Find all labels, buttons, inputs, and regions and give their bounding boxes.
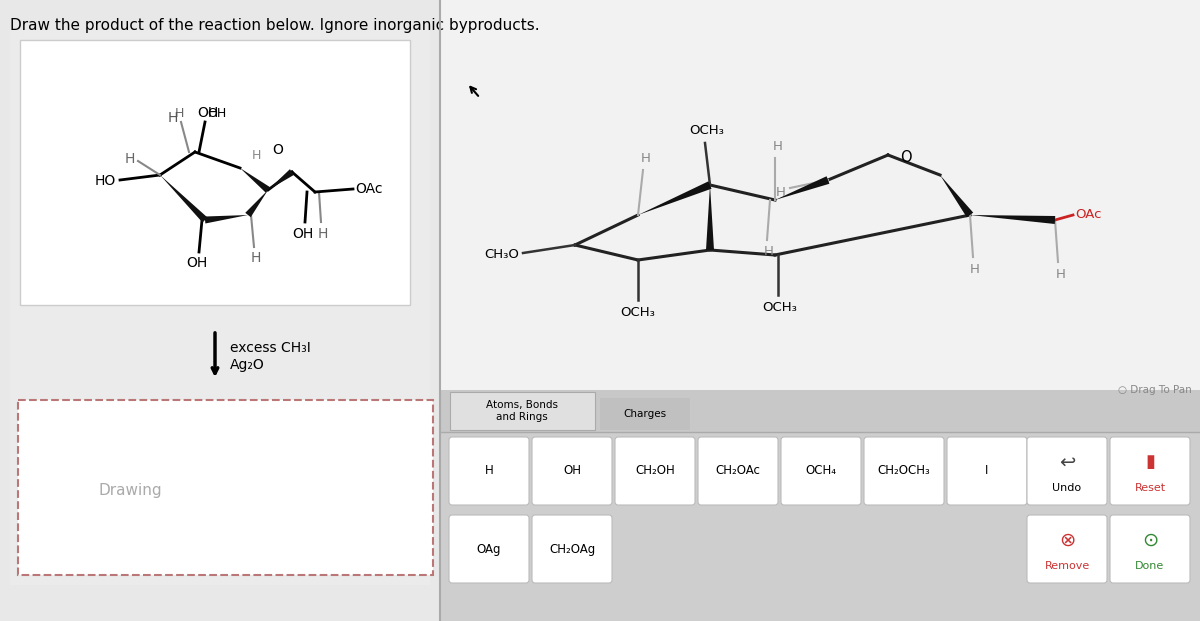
Text: H: H (318, 227, 328, 241)
Polygon shape (204, 215, 248, 224)
FancyBboxPatch shape (600, 398, 690, 430)
Text: H: H (641, 152, 650, 165)
Text: Ag₂O: Ag₂O (230, 358, 265, 372)
Text: OCH₃: OCH₃ (620, 306, 655, 319)
FancyBboxPatch shape (1027, 437, 1108, 505)
Text: OAc: OAc (355, 182, 383, 196)
Polygon shape (775, 176, 829, 200)
FancyBboxPatch shape (947, 437, 1027, 505)
Text: O: O (900, 150, 912, 165)
Text: Reset: Reset (1134, 483, 1165, 493)
Text: OCH₄: OCH₄ (805, 465, 836, 478)
Text: ○ Drag To Pan: ○ Drag To Pan (1118, 385, 1192, 395)
Text: OCH₃: OCH₃ (762, 301, 798, 314)
Text: H: H (970, 263, 980, 276)
Text: H: H (251, 149, 260, 162)
Text: ↩: ↩ (1058, 453, 1075, 471)
FancyBboxPatch shape (616, 437, 695, 505)
FancyBboxPatch shape (1110, 515, 1190, 583)
Text: OCH₃: OCH₃ (690, 124, 725, 137)
Text: H: H (485, 465, 493, 478)
Text: H: H (125, 152, 134, 166)
Text: Draw the product of the reaction below. Ignore inorganic byproducts.: Draw the product of the reaction below. … (10, 18, 540, 33)
Text: H: H (251, 251, 262, 265)
Text: CH₂OCH₃: CH₂OCH₃ (877, 465, 930, 478)
Text: excess CH₃I: excess CH₃I (230, 341, 311, 355)
FancyBboxPatch shape (10, 30, 430, 585)
Polygon shape (706, 185, 714, 250)
Text: OH: OH (208, 107, 227, 120)
Text: Drawing: Drawing (98, 483, 162, 497)
Text: Undo: Undo (1052, 483, 1081, 493)
FancyBboxPatch shape (450, 392, 595, 430)
Text: CH₃O: CH₃O (484, 248, 520, 261)
Text: HO: HO (95, 174, 116, 188)
Text: CH₂OH: CH₂OH (635, 465, 674, 478)
FancyBboxPatch shape (698, 437, 778, 505)
Text: Remove: Remove (1044, 561, 1090, 571)
Text: OH: OH (186, 256, 208, 270)
Text: H: H (764, 245, 774, 258)
FancyBboxPatch shape (449, 437, 529, 505)
Polygon shape (160, 175, 208, 222)
FancyBboxPatch shape (532, 437, 612, 505)
Text: ⊗: ⊗ (1058, 530, 1075, 550)
Polygon shape (268, 169, 294, 190)
Text: H: H (776, 186, 786, 199)
FancyBboxPatch shape (440, 390, 1200, 432)
FancyBboxPatch shape (18, 400, 433, 575)
Text: CH₂OAg: CH₂OAg (548, 543, 595, 556)
FancyBboxPatch shape (440, 0, 1200, 621)
FancyBboxPatch shape (1027, 515, 1108, 583)
Text: CH₂OAc: CH₂OAc (715, 465, 761, 478)
Text: H: H (174, 107, 184, 120)
Text: OH: OH (293, 227, 313, 241)
Text: OAc: OAc (1075, 207, 1102, 220)
Text: Atoms, Bonds
and Rings: Atoms, Bonds and Rings (486, 400, 558, 422)
Text: OH: OH (197, 106, 218, 120)
FancyBboxPatch shape (449, 515, 529, 583)
FancyBboxPatch shape (440, 0, 1200, 390)
Polygon shape (638, 181, 712, 215)
Text: OH: OH (563, 465, 581, 478)
Text: ▮: ▮ (1145, 453, 1154, 471)
Text: Charges: Charges (624, 409, 666, 419)
Text: OAg: OAg (476, 543, 502, 556)
Text: O: O (272, 143, 283, 157)
Polygon shape (245, 190, 268, 217)
FancyBboxPatch shape (20, 40, 410, 305)
FancyBboxPatch shape (532, 515, 612, 583)
FancyBboxPatch shape (864, 437, 944, 505)
Text: ⊙: ⊙ (1142, 530, 1158, 550)
Polygon shape (940, 175, 973, 217)
FancyBboxPatch shape (781, 437, 862, 505)
Polygon shape (240, 168, 270, 193)
FancyBboxPatch shape (440, 390, 1200, 621)
Text: H: H (1056, 268, 1066, 281)
Polygon shape (970, 215, 1055, 224)
FancyBboxPatch shape (1110, 437, 1190, 505)
Text: I: I (985, 465, 989, 478)
Text: Done: Done (1135, 561, 1165, 571)
Text: H: H (773, 140, 782, 153)
Text: H: H (168, 111, 178, 125)
